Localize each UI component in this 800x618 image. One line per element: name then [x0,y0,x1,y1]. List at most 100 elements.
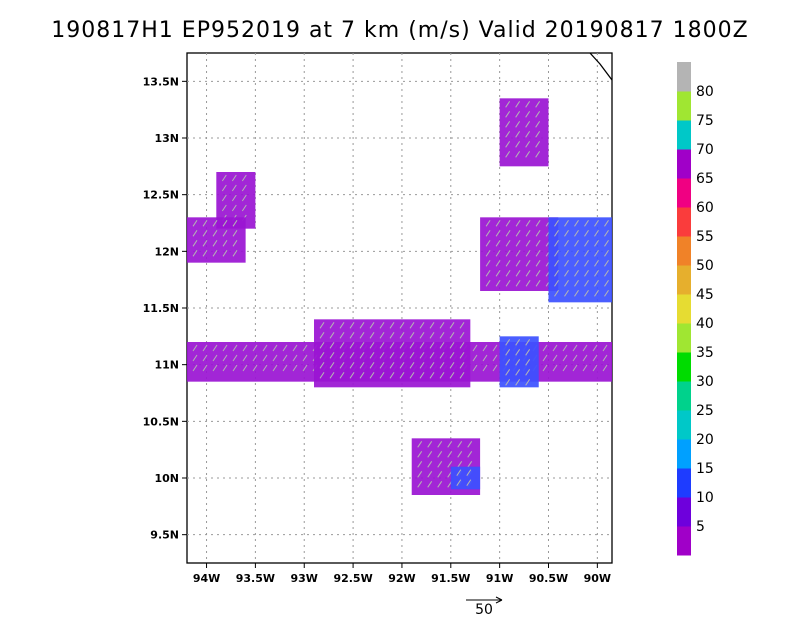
wind-region-layer [187,98,612,495]
wind-vector [409,362,415,369]
wind-vector [457,461,463,468]
wind-vector [554,230,559,237]
wind-vector [439,372,445,379]
x-tick-label-3: 92.5W [333,572,372,585]
y-tick-label-8: 9.5N [150,529,179,542]
wind-vector [339,372,345,379]
wind-vector [437,451,443,458]
wind-vector [232,220,238,227]
wind-vector [584,280,589,287]
wind-vector [339,322,345,329]
wind-vector [419,352,425,359]
wind-vector [241,174,247,182]
colorbar-segment-1 [677,497,691,527]
wind-vector [369,332,375,339]
wind-vector [456,469,462,476]
wind-vector [272,364,278,372]
wind-vector [212,364,218,372]
wind-vector [222,354,228,362]
wind-vector [417,461,423,468]
wind-vector [252,344,258,352]
wind-vector [449,322,455,329]
wind-vector [429,322,435,329]
wind-vector [459,342,465,349]
wind-vector [456,479,462,486]
wind-vector [231,194,237,202]
wind-vector [535,131,541,138]
x-tick-label-0: 94W [193,572,220,585]
wind-vector [505,230,511,237]
wind-vector [417,451,423,458]
wind-vector [231,174,237,182]
wind-vector [505,250,511,257]
wind-vector [192,240,198,247]
wind-vector [584,220,589,227]
wind-vector [602,344,608,352]
colorbar-label-10: 55 [696,229,714,245]
wind-vector [495,230,501,237]
wind-vector [447,461,453,468]
wind-vector [429,362,435,369]
wind-vector [604,270,609,277]
wind-vector [492,344,498,352]
wind-vector [542,364,548,372]
y-tick-label-1: 13N [154,132,179,145]
wind-vector [272,344,278,352]
wind-vector [379,352,385,359]
wind-vector [419,322,425,329]
wind-vector [399,322,405,329]
wind-vector [449,352,455,359]
wind-vector [525,369,531,376]
wind-vector [525,111,531,118]
wind-vector [459,332,465,339]
reference-vector-label: 50 [475,602,493,618]
wind-vector [409,322,415,329]
wind-vector [495,220,501,227]
wind-vector [419,362,425,369]
wind-vector [602,354,608,362]
x-tick-label-4: 92W [388,572,415,585]
wind-vector [515,280,521,287]
wind-vector [592,344,598,352]
wind-vector [515,359,521,366]
wind-vector [495,250,501,257]
wind-vector [329,372,335,379]
wind-vector [505,240,511,247]
wind-vector [515,101,521,108]
wind-vector [554,280,559,287]
colorbar-label-4: 25 [696,403,714,419]
wind-vector [349,322,355,329]
wind-vector [574,270,579,277]
wind-vector [505,369,511,376]
wind-region-3 [548,217,612,303]
wind-vector [552,354,558,362]
wind-vector [399,352,405,359]
wind-vector [574,260,579,267]
wind-vector [459,352,465,359]
wind-vector [505,101,511,108]
wind-vector [379,342,385,349]
wind-vector [339,362,345,369]
wind-vector [485,260,491,267]
wind-vector [427,451,433,458]
wind-vector [439,362,445,369]
x-tick-label-1: 93.5W [236,572,275,585]
wind-vector [574,290,579,297]
wind-vector [252,364,258,372]
wind-vector [329,362,335,369]
wind-vector [379,362,385,369]
wind-vector [495,270,501,277]
wind-vector [437,441,443,448]
wind-vector [212,220,218,227]
wind-vector [505,379,511,386]
wind-vector [222,220,228,227]
wind-vector [564,230,569,237]
wind-vector [202,240,208,247]
wind-vector [369,372,375,379]
colorbar: 5 10 15 20 25 30 35 40 45 50 55 60 65 70 75 80 [677,62,714,556]
wind-vector [535,240,541,247]
wind-vector [495,260,501,267]
wind-vector [369,342,375,349]
wind-vector [429,372,435,379]
wind-vector [515,270,521,277]
